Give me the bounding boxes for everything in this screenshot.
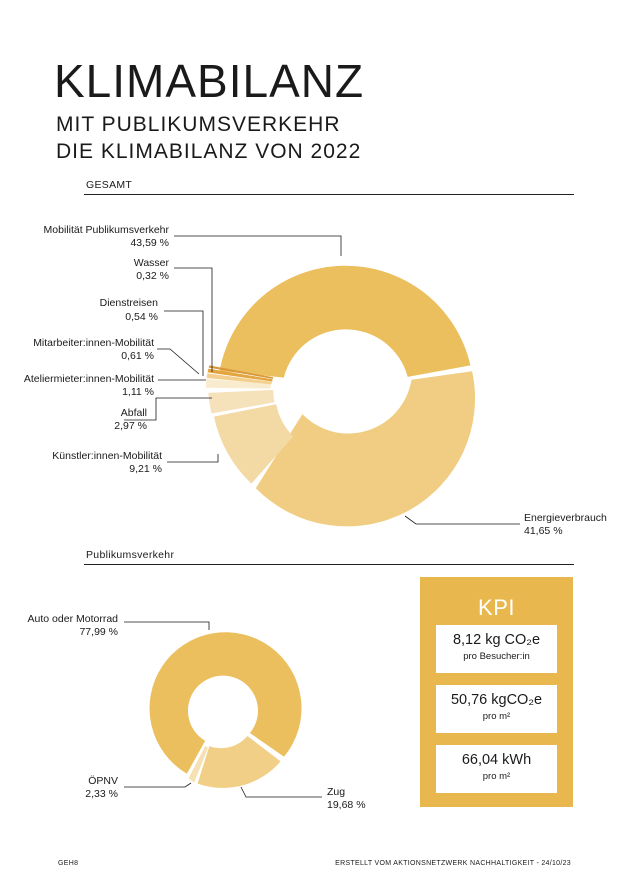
label-mitarbeiter-mobilitaet: Mitarbeiter:innen-Mobilität [33, 337, 154, 349]
slice-kuenstler-mobilitaet [214, 404, 294, 484]
label-ateliermieter-mobilitaet: Ateliermieter:innen-Mobilität [24, 373, 154, 385]
footer-left: GEH8 [58, 860, 79, 867]
label-abfall: Abfall [121, 407, 147, 419]
labels-publikum: Auto oder Motorrad 77,99 % ÖPNV 2,33 % Z… [28, 613, 366, 811]
slice-energieverbrauch [255, 371, 476, 527]
donut-chart-gesamt [205, 265, 476, 527]
kpi-value: 66,04 kWh [461, 752, 532, 768]
value-mitarbeiter-mobilitaet: 0,61 % [121, 350, 154, 362]
kpi-value: 8,12 kg CO₂e [452, 632, 541, 648]
slice-mitarbeiter-mobilitaet [206, 373, 272, 385]
value-auto-motorrad: 77,99 % [79, 626, 118, 638]
kpi-title: KPI [478, 595, 515, 620]
slice-oepnv [188, 745, 208, 783]
value-kuenstler-mobilitaet: 9,21 % [129, 463, 162, 475]
kpi-card-co2-per-m2: 50,76 kgCO₂e pro m² [436, 685, 557, 733]
slice-ateliermieter-mobilitaet [205, 379, 271, 389]
kpi-unit: pro m² [482, 770, 511, 782]
slice-wasser [208, 365, 274, 379]
value-ateliermieter-mobilitaet: 1,11 % [122, 386, 154, 398]
kpi-panel: KPI 8,12 kg CO₂e pro Besucher:in 50,76 k… [420, 577, 573, 807]
slice-mobilitaet-publikum [219, 265, 471, 378]
label-dienstreisen: Dienstreisen [100, 297, 159, 309]
value-zug: 19,68 % [327, 799, 366, 811]
kpi-unit: pro Besucher:in [463, 650, 530, 662]
slice-zug [197, 736, 281, 788]
label-auto-motorrad: Auto oder Motorrad [28, 613, 119, 625]
donut-chart-publikum [149, 632, 302, 788]
label-oepnv: ÖPNV [88, 775, 118, 787]
section-label-publikum: Publikumsverkehr [86, 549, 175, 561]
label-wasser: Wasser [134, 257, 170, 269]
kpi-card-besucher: 8,12 kg CO₂e pro Besucher:in [436, 625, 557, 673]
value-wasser: 0,32 % [136, 270, 169, 282]
kpi-value: 50,76 kgCO₂e [450, 692, 543, 708]
label-kuenstler-mobilitaet: Künstler:innen-Mobilität [52, 450, 162, 462]
kpi-card-kwh-per-m2: 66,04 kWh pro m² [436, 745, 557, 793]
value-oepnv: 2,33 % [85, 788, 118, 800]
value-dienstreisen: 0,54 % [125, 311, 158, 323]
label-zug: Zug [327, 786, 345, 798]
page-title: KLIMABILANZ [54, 55, 365, 107]
slice-dienstreisen [207, 368, 273, 382]
section-rule-publikum [84, 564, 574, 565]
footer-right: ERSTELLT VOM AKTIONSNETZWERK NACHHALTIGK… [335, 860, 571, 867]
value-energieverbrauch: 41,65 % [524, 525, 563, 537]
subtitle-line-2: DIE KLIMABILANZ VON 2022 [56, 140, 362, 163]
subtitle-line-1: MIT PUBLIKUMSVERKEHR [56, 113, 341, 136]
value-mobilitaet-publikum: 43,59 % [130, 237, 169, 249]
section-rule-gesamt [84, 194, 574, 195]
label-energieverbrauch: Energieverbrauch [524, 512, 607, 524]
section-label-gesamt: GESAMT [86, 179, 133, 191]
labels-gesamt: Mobilität Publikumsverkehr 43,59 % Wasse… [24, 224, 607, 537]
value-abfall: 2,97 % [114, 420, 147, 432]
kpi-unit: pro m² [482, 710, 511, 722]
leader-lines-publikum [124, 621, 322, 798]
leader-lines-gesamt [124, 235, 520, 525]
slice-auto-motorrad [149, 632, 302, 774]
label-mobilitaet-publikum: Mobilität Publikumsverkehr [44, 224, 170, 236]
slice-abfall [208, 389, 275, 414]
